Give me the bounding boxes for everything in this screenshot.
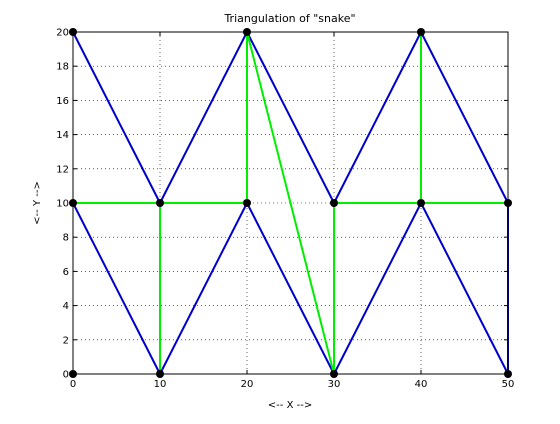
triangulation-edge xyxy=(159,202,248,375)
vertex-point xyxy=(330,199,338,207)
vertex-point xyxy=(417,199,425,207)
x-tick-label: 50 xyxy=(502,379,515,390)
y-tick-label: 10 xyxy=(56,199,69,210)
x-axis-label: <-- X --> xyxy=(268,400,312,411)
y-axis-label: <-- Y --> xyxy=(32,181,43,225)
triangulation-edge xyxy=(333,202,422,375)
y-tick-label: 18 xyxy=(56,62,69,73)
x-tick-label: 30 xyxy=(328,379,341,390)
x-tick-label: 20 xyxy=(241,379,254,390)
y-tick-label: 16 xyxy=(56,96,69,107)
vertex-point xyxy=(156,199,164,207)
ticks xyxy=(72,31,509,375)
y-tick-label: 8 xyxy=(63,233,69,244)
vertex-point xyxy=(243,199,251,207)
x-tick-label: 0 xyxy=(70,379,76,390)
y-tick-label: 20 xyxy=(56,28,69,39)
x-tick-label: 10 xyxy=(154,379,167,390)
chart-title: Triangulation of "snake" xyxy=(223,12,355,25)
vertex-markers xyxy=(69,28,512,378)
triangulation-edge xyxy=(246,31,335,204)
triangulation-edge xyxy=(246,202,335,375)
triangulation-edge xyxy=(420,202,509,375)
y-tick-label: 2 xyxy=(63,335,69,346)
y-tick-label: 0 xyxy=(63,370,69,381)
x-tick-label: 40 xyxy=(415,379,428,390)
triangulation-edge xyxy=(420,31,509,204)
triangulation-edge xyxy=(246,31,335,375)
triangulation-edge xyxy=(72,31,161,204)
y-tick-label: 6 xyxy=(63,267,69,278)
y-tick-label: 12 xyxy=(56,164,69,175)
triangulation-edge xyxy=(72,202,161,375)
y-tick-label: 14 xyxy=(56,130,69,141)
triangulation-edge xyxy=(159,31,248,204)
triangulation-edge xyxy=(333,31,422,204)
y-tick-label: 4 xyxy=(63,301,69,312)
tick-labels: 0 10 20 30 40 50 0 2 4 6 8 10 12 14 16 18 20 xyxy=(56,28,514,391)
